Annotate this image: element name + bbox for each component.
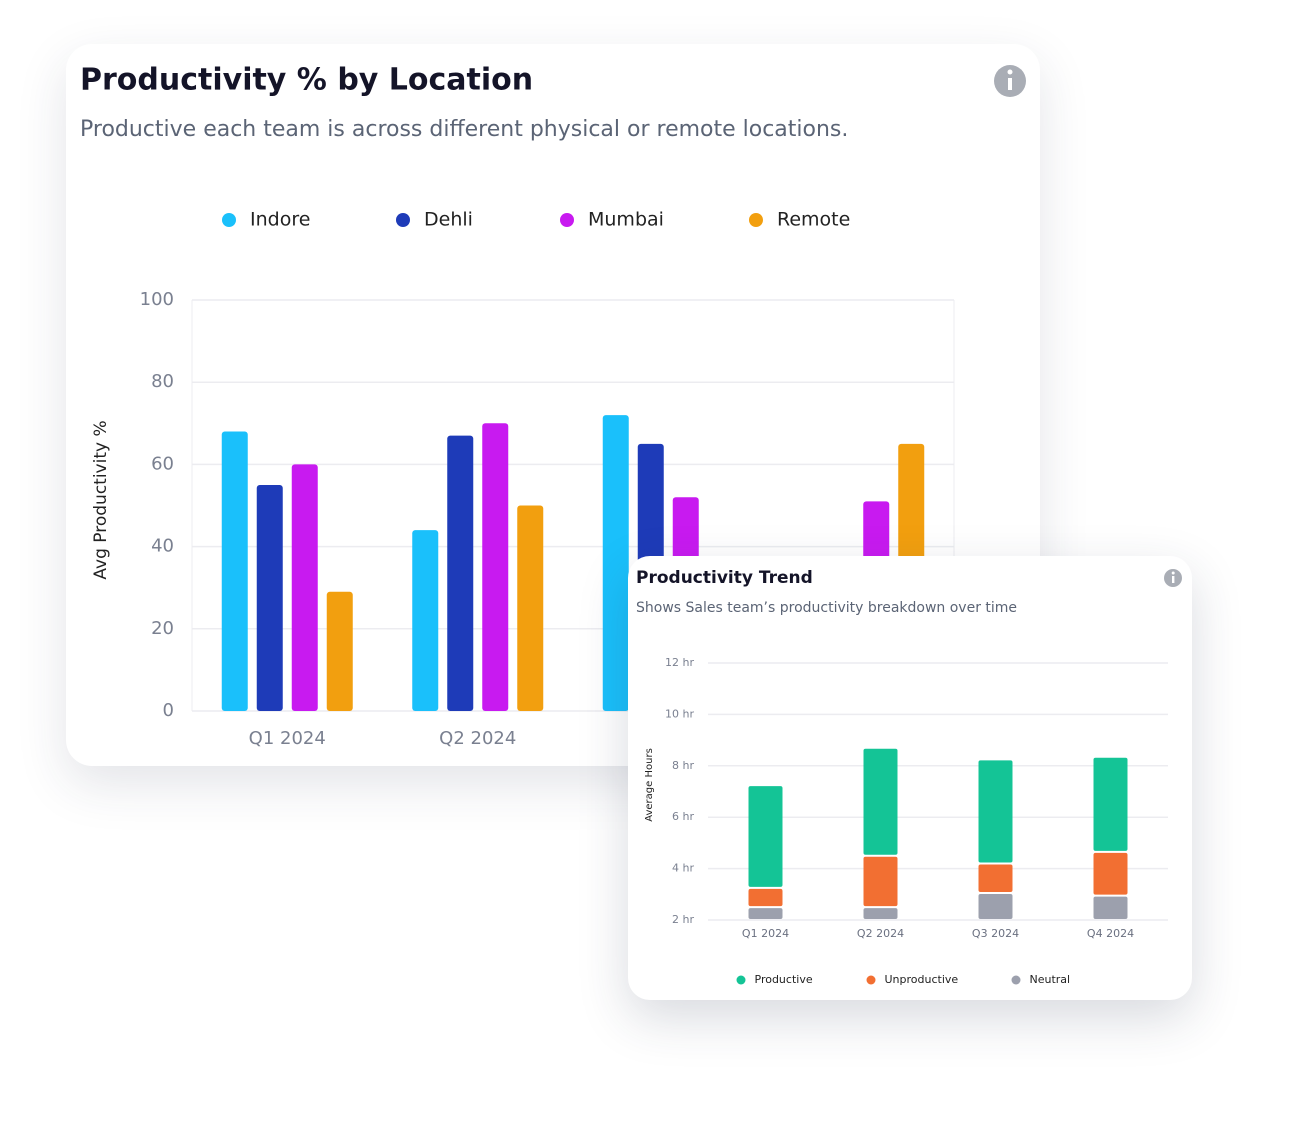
bar <box>447 435 474 711</box>
bar-segment <box>978 894 1013 919</box>
bar <box>291 464 318 711</box>
y-tick-label: 80 <box>151 371 174 392</box>
card-title: Productivity % by Location <box>80 63 533 98</box>
bar-segment <box>1093 896 1128 919</box>
y-tick-label: 100 <box>140 289 174 310</box>
x-tick-label: Q1 2024 <box>249 728 326 749</box>
legend-label: Unproductive <box>885 973 959 986</box>
bar-segment <box>863 908 898 919</box>
legend-label: Productive <box>755 973 813 986</box>
y-tick-label: 40 <box>151 536 174 557</box>
y-tick-label: 8 hr <box>672 759 694 772</box>
y-tick-label: 20 <box>151 618 174 639</box>
legend-swatch <box>222 213 236 227</box>
card-title: Productivity Trend <box>636 568 813 588</box>
legend-swatch <box>866 975 876 985</box>
x-tick-label: Q1 2024 <box>742 927 789 940</box>
legend-swatch <box>749 213 763 227</box>
legend-swatch <box>736 975 746 985</box>
legend-label: Remote <box>777 209 850 231</box>
legend-label: Indore <box>250 209 310 231</box>
bar-segment <box>863 748 898 855</box>
y-tick-label: 12 hr <box>665 656 694 669</box>
bar-segment <box>1093 852 1128 895</box>
x-tick-label: Q3 2024 <box>972 927 1019 940</box>
legend-swatch <box>560 213 574 227</box>
x-tick-label: Q2 2024 <box>439 728 516 749</box>
y-axis-label: Average Hours <box>644 748 655 822</box>
info-icon[interactable] <box>994 65 1026 97</box>
legend-swatch <box>396 213 410 227</box>
info-icon[interactable] <box>1164 569 1182 587</box>
bar-segment <box>748 888 783 907</box>
y-tick-label: 6 hr <box>672 810 694 823</box>
card-subtitle: Shows Sales team’s productivity breakdow… <box>636 600 1017 616</box>
y-tick-label: 4 hr <box>672 862 694 875</box>
x-tick-label: Q4 2024 <box>1087 927 1134 940</box>
legend-swatch <box>1011 975 1021 985</box>
bar <box>221 431 248 711</box>
x-tick-label: Q2 2024 <box>857 927 904 940</box>
legend-label: Mumbai <box>588 209 664 231</box>
bar-segment <box>748 786 783 887</box>
bar-segment <box>1093 757 1128 851</box>
bar-segment <box>863 856 898 907</box>
legend-label: Neutral <box>1030 973 1071 986</box>
bar <box>256 484 283 711</box>
card-subtitle: Productive each team is across different… <box>80 117 848 142</box>
location-card: Productivity % by Location Productive ea… <box>66 44 1040 766</box>
bar <box>412 530 439 711</box>
bar <box>517 505 544 711</box>
y-tick-label: 2 hr <box>672 913 694 926</box>
y-tick-label: 10 hr <box>665 707 694 720</box>
y-axis-label: Avg Productivity % <box>91 420 111 579</box>
bar-segment <box>978 864 1013 893</box>
legend-label: Dehli <box>424 209 473 231</box>
y-tick-label: 60 <box>151 453 174 474</box>
bar-segment <box>748 908 783 919</box>
bar <box>482 423 509 711</box>
y-tick-label: 0 <box>163 700 174 721</box>
bar-segment <box>978 760 1013 863</box>
trend-card: Productivity Trend Shows Sales team’s pr… <box>628 556 1192 1000</box>
bar <box>326 591 353 711</box>
bar <box>602 415 629 711</box>
chart: Productivity Trend Shows Sales team’s pr… <box>636 568 1182 986</box>
